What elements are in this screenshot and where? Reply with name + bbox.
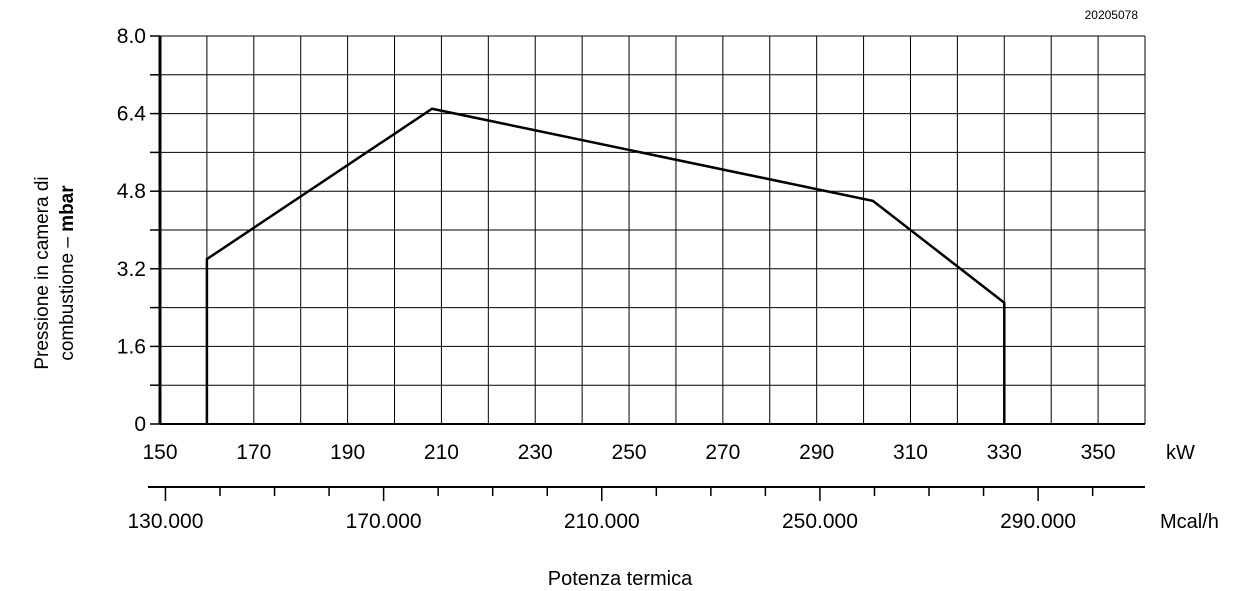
x-tick-label-kw: 290	[799, 441, 834, 464]
y-tick-label: 8.0	[117, 25, 146, 48]
x-tick-label-kw: 150	[142, 441, 177, 464]
y-axis-title-line2: combustione – mbar	[55, 138, 80, 408]
x-unit-kw: kW	[1166, 442, 1195, 464]
x-tick-label-kw: 310	[893, 441, 928, 464]
x-tick-label-mcal: 170.000	[346, 510, 422, 533]
y-tick-label: 4.8	[117, 180, 146, 203]
chart-code: 20205078	[1084, 8, 1138, 22]
x-tick-label-mcal: 290.000	[1000, 510, 1076, 533]
x-tick-label-mcal: 130.000	[127, 510, 203, 533]
x-tick-labels-kw: 150 170 190 210 230 250 270 290 310 330 350	[142, 441, 1115, 464]
y-axis-title-line1: Pressione in camera di	[32, 176, 53, 370]
x-tick-label-kw: 230	[518, 441, 553, 464]
y-axis-title-unit: mbar	[57, 185, 78, 232]
x-axis-title: Potenza termica	[547, 568, 693, 590]
y-tick-labels: 0 1.6 3.2 4.8 6.4 8.0	[117, 25, 147, 436]
y-tick-label: 6.4	[117, 103, 147, 126]
y-tick-label: 0	[134, 413, 146, 436]
x-unit-mcal: Mcal/h	[1160, 511, 1219, 533]
y-axis-title: Pressione in camera di combustione – mba…	[30, 138, 80, 408]
grid	[160, 35, 1146, 424]
x-tick-label-kw: 190	[330, 441, 365, 464]
x-tick-label-mcal: 210.000	[564, 510, 640, 533]
x-axis-mcal: 130.000 170.000 210.000 250.000 290.000	[127, 486, 1145, 533]
axes	[150, 35, 1145, 425]
series	[205, 107, 1006, 425]
x-tick-label-kw: 330	[987, 441, 1022, 464]
series-line	[205, 107, 1006, 424]
x-tick-label-kw: 270	[705, 441, 740, 464]
x-tick-label-kw: 210	[424, 441, 459, 464]
x-tick-label-kw: 350	[1081, 441, 1116, 464]
x-tick-label-kw: 250	[612, 441, 647, 464]
x-tick-label-mcal: 250.000	[782, 510, 858, 533]
y-tick-label: 1.6	[117, 335, 146, 358]
x-tick-label-kw: 170	[236, 441, 271, 464]
y-axis-title-prefix: combustione –	[57, 231, 78, 361]
y-tick-label: 3.2	[117, 258, 146, 281]
